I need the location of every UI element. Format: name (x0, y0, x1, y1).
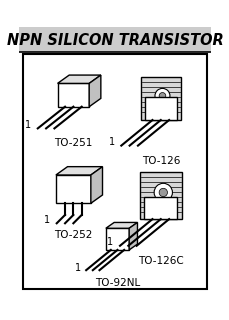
Polygon shape (56, 167, 102, 175)
Polygon shape (90, 167, 102, 203)
Text: NPN SILICON TRANSISTOR: NPN SILICON TRANSISTOR (7, 33, 222, 48)
Polygon shape (57, 84, 89, 107)
Circle shape (153, 183, 172, 202)
Bar (23, 54, 206, 289)
Text: 1: 1 (107, 237, 113, 247)
Polygon shape (57, 75, 100, 84)
Circle shape (158, 92, 165, 99)
Text: TO-126C: TO-126C (137, 256, 183, 266)
Circle shape (154, 88, 169, 103)
Bar (144, 97, 176, 120)
Polygon shape (105, 228, 129, 250)
Bar (144, 197, 177, 219)
Text: TO-251: TO-251 (54, 138, 92, 148)
Bar (140, 77, 180, 120)
Polygon shape (56, 175, 90, 203)
Text: TO-92NL: TO-92NL (94, 278, 139, 289)
Bar (19, 27, 210, 52)
Text: 1: 1 (108, 137, 114, 147)
Circle shape (158, 188, 167, 196)
Text: 1: 1 (44, 215, 50, 225)
Polygon shape (105, 222, 137, 228)
Text: TO-126: TO-126 (141, 156, 179, 165)
Text: TO-252: TO-252 (54, 230, 92, 240)
Polygon shape (129, 222, 137, 250)
Text: 1: 1 (75, 263, 81, 273)
Text: 1: 1 (25, 120, 31, 130)
Polygon shape (89, 75, 100, 107)
Bar (139, 172, 181, 219)
